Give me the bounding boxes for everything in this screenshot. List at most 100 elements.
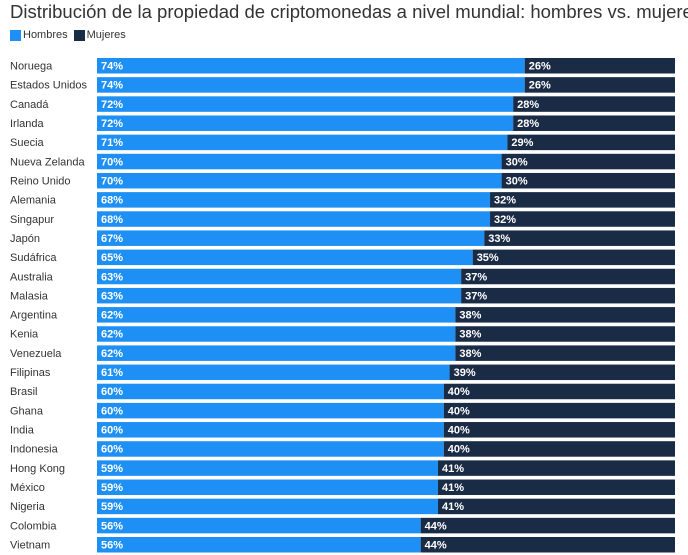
bar-mujeres[interactable] <box>455 345 675 361</box>
data-label: 37% <box>465 271 487 283</box>
legend-item-hombres[interactable]: Hombres <box>10 29 68 41</box>
bar-mujeres[interactable] <box>501 172 675 189</box>
bar-mujeres[interactable] <box>524 58 675 74</box>
category-label: Ghana <box>10 405 44 417</box>
category-label: Indonesia <box>10 444 59 456</box>
bar-mujeres[interactable] <box>420 517 675 534</box>
category-label: Filipinas <box>10 367 51 379</box>
legend-label-hombres: Hombres <box>23 29 68 41</box>
data-label: 56% <box>101 520 123 532</box>
bar-mujeres[interactable] <box>438 460 675 476</box>
legend-label-mujeres: Mujeres <box>86 29 126 41</box>
data-label: 30% <box>506 156 528 168</box>
data-label: 29% <box>511 137 533 149</box>
legend-swatch-mujeres <box>73 29 85 41</box>
bar-mujeres[interactable] <box>455 307 675 323</box>
bar-mujeres[interactable] <box>484 230 675 246</box>
bar-mujeres[interactable] <box>490 211 675 227</box>
bar-mujeres[interactable] <box>472 249 675 266</box>
data-label: 41% <box>442 482 464 494</box>
bar-hombres[interactable] <box>97 115 514 131</box>
bar-mujeres[interactable] <box>501 153 675 170</box>
category-label: Nueva Zelanda <box>10 156 85 168</box>
bar-mujeres[interactable] <box>513 96 675 112</box>
bar-hombres[interactable] <box>97 268 462 285</box>
bar-mujeres[interactable] <box>513 115 675 131</box>
bar-hombres[interactable] <box>97 230 485 246</box>
bar-mujeres[interactable] <box>507 134 675 151</box>
data-label: 40% <box>448 425 470 437</box>
bar-mujeres[interactable] <box>443 383 675 400</box>
data-label: 65% <box>101 252 123 264</box>
category-label: Noruega <box>10 61 53 73</box>
bar-hombres[interactable] <box>97 211 491 227</box>
chart-title: Distribución de la propiedad de criptomo… <box>10 1 688 22</box>
bar-mujeres[interactable] <box>420 537 675 553</box>
bar-hombres[interactable] <box>97 326 456 342</box>
bar-hombres[interactable] <box>97 537 421 553</box>
bar-hombres[interactable] <box>97 192 491 208</box>
category-label: Japón <box>10 233 40 245</box>
bar-mujeres[interactable] <box>443 402 675 419</box>
bar-hombres[interactable] <box>97 517 421 534</box>
category-label: Sudáfrica <box>10 252 57 264</box>
bar-hombres[interactable] <box>97 479 439 496</box>
bar-mujeres[interactable] <box>443 422 675 438</box>
bar-hombres[interactable] <box>97 58 525 74</box>
data-label: 32% <box>494 214 516 226</box>
data-label: 44% <box>425 540 447 552</box>
data-label: 71% <box>101 137 123 149</box>
bar-mujeres[interactable] <box>524 77 675 93</box>
category-label: India <box>10 425 35 437</box>
category-label: México <box>10 482 45 494</box>
data-label: 38% <box>459 348 481 360</box>
bar-hombres[interactable] <box>97 498 439 515</box>
bar-hombres[interactable] <box>97 460 439 476</box>
bar-mujeres[interactable] <box>461 287 675 304</box>
bar-mujeres[interactable] <box>443 441 675 457</box>
bar-hombres[interactable] <box>97 383 444 400</box>
data-label: 60% <box>101 444 123 456</box>
legend-item-mujeres[interactable]: Mujeres <box>73 29 126 41</box>
bar-hombres[interactable] <box>97 77 525 93</box>
bar-hombres[interactable] <box>97 402 444 419</box>
bar-mujeres[interactable] <box>438 479 675 496</box>
bar-mujeres[interactable] <box>455 326 675 342</box>
bar-hombres[interactable] <box>97 172 502 189</box>
data-label: 63% <box>101 271 123 283</box>
data-label: 39% <box>454 367 476 379</box>
data-label: 59% <box>101 482 123 494</box>
bar-hombres[interactable] <box>97 96 514 112</box>
bar-hombres[interactable] <box>97 153 502 170</box>
category-label: Reino Unido <box>10 175 71 187</box>
bar-hombres[interactable] <box>97 441 444 457</box>
bar-mujeres[interactable] <box>461 268 675 285</box>
data-label: 63% <box>101 290 123 302</box>
bar-mujeres[interactable] <box>438 498 675 515</box>
bar-hombres[interactable] <box>97 249 473 266</box>
bar-hombres[interactable] <box>97 134 508 151</box>
data-label: 70% <box>101 156 123 168</box>
legend-swatch-hombres <box>10 29 21 41</box>
bar-mujeres[interactable] <box>449 364 675 381</box>
data-label: 38% <box>459 310 481 322</box>
data-label: 41% <box>442 501 464 513</box>
bar-hombres[interactable] <box>97 287 462 304</box>
data-label: 74% <box>101 80 123 92</box>
data-label: 68% <box>101 195 123 207</box>
bar-hombres[interactable] <box>97 307 456 323</box>
data-label: 60% <box>101 425 123 437</box>
bar-mujeres[interactable] <box>490 192 675 208</box>
bar-hombres[interactable] <box>97 364 450 381</box>
data-label: 62% <box>101 329 123 341</box>
data-label: 67% <box>101 233 123 245</box>
bar-hombres[interactable] <box>97 345 456 361</box>
category-label: Vietnam <box>10 540 50 552</box>
data-label: 26% <box>529 61 551 73</box>
data-label: 32% <box>494 195 516 207</box>
data-label: 56% <box>101 540 123 552</box>
category-label: Kenia <box>10 329 39 341</box>
bar-hombres[interactable] <box>97 422 444 438</box>
data-label: 62% <box>101 310 123 322</box>
category-label: Alemania <box>10 195 57 207</box>
